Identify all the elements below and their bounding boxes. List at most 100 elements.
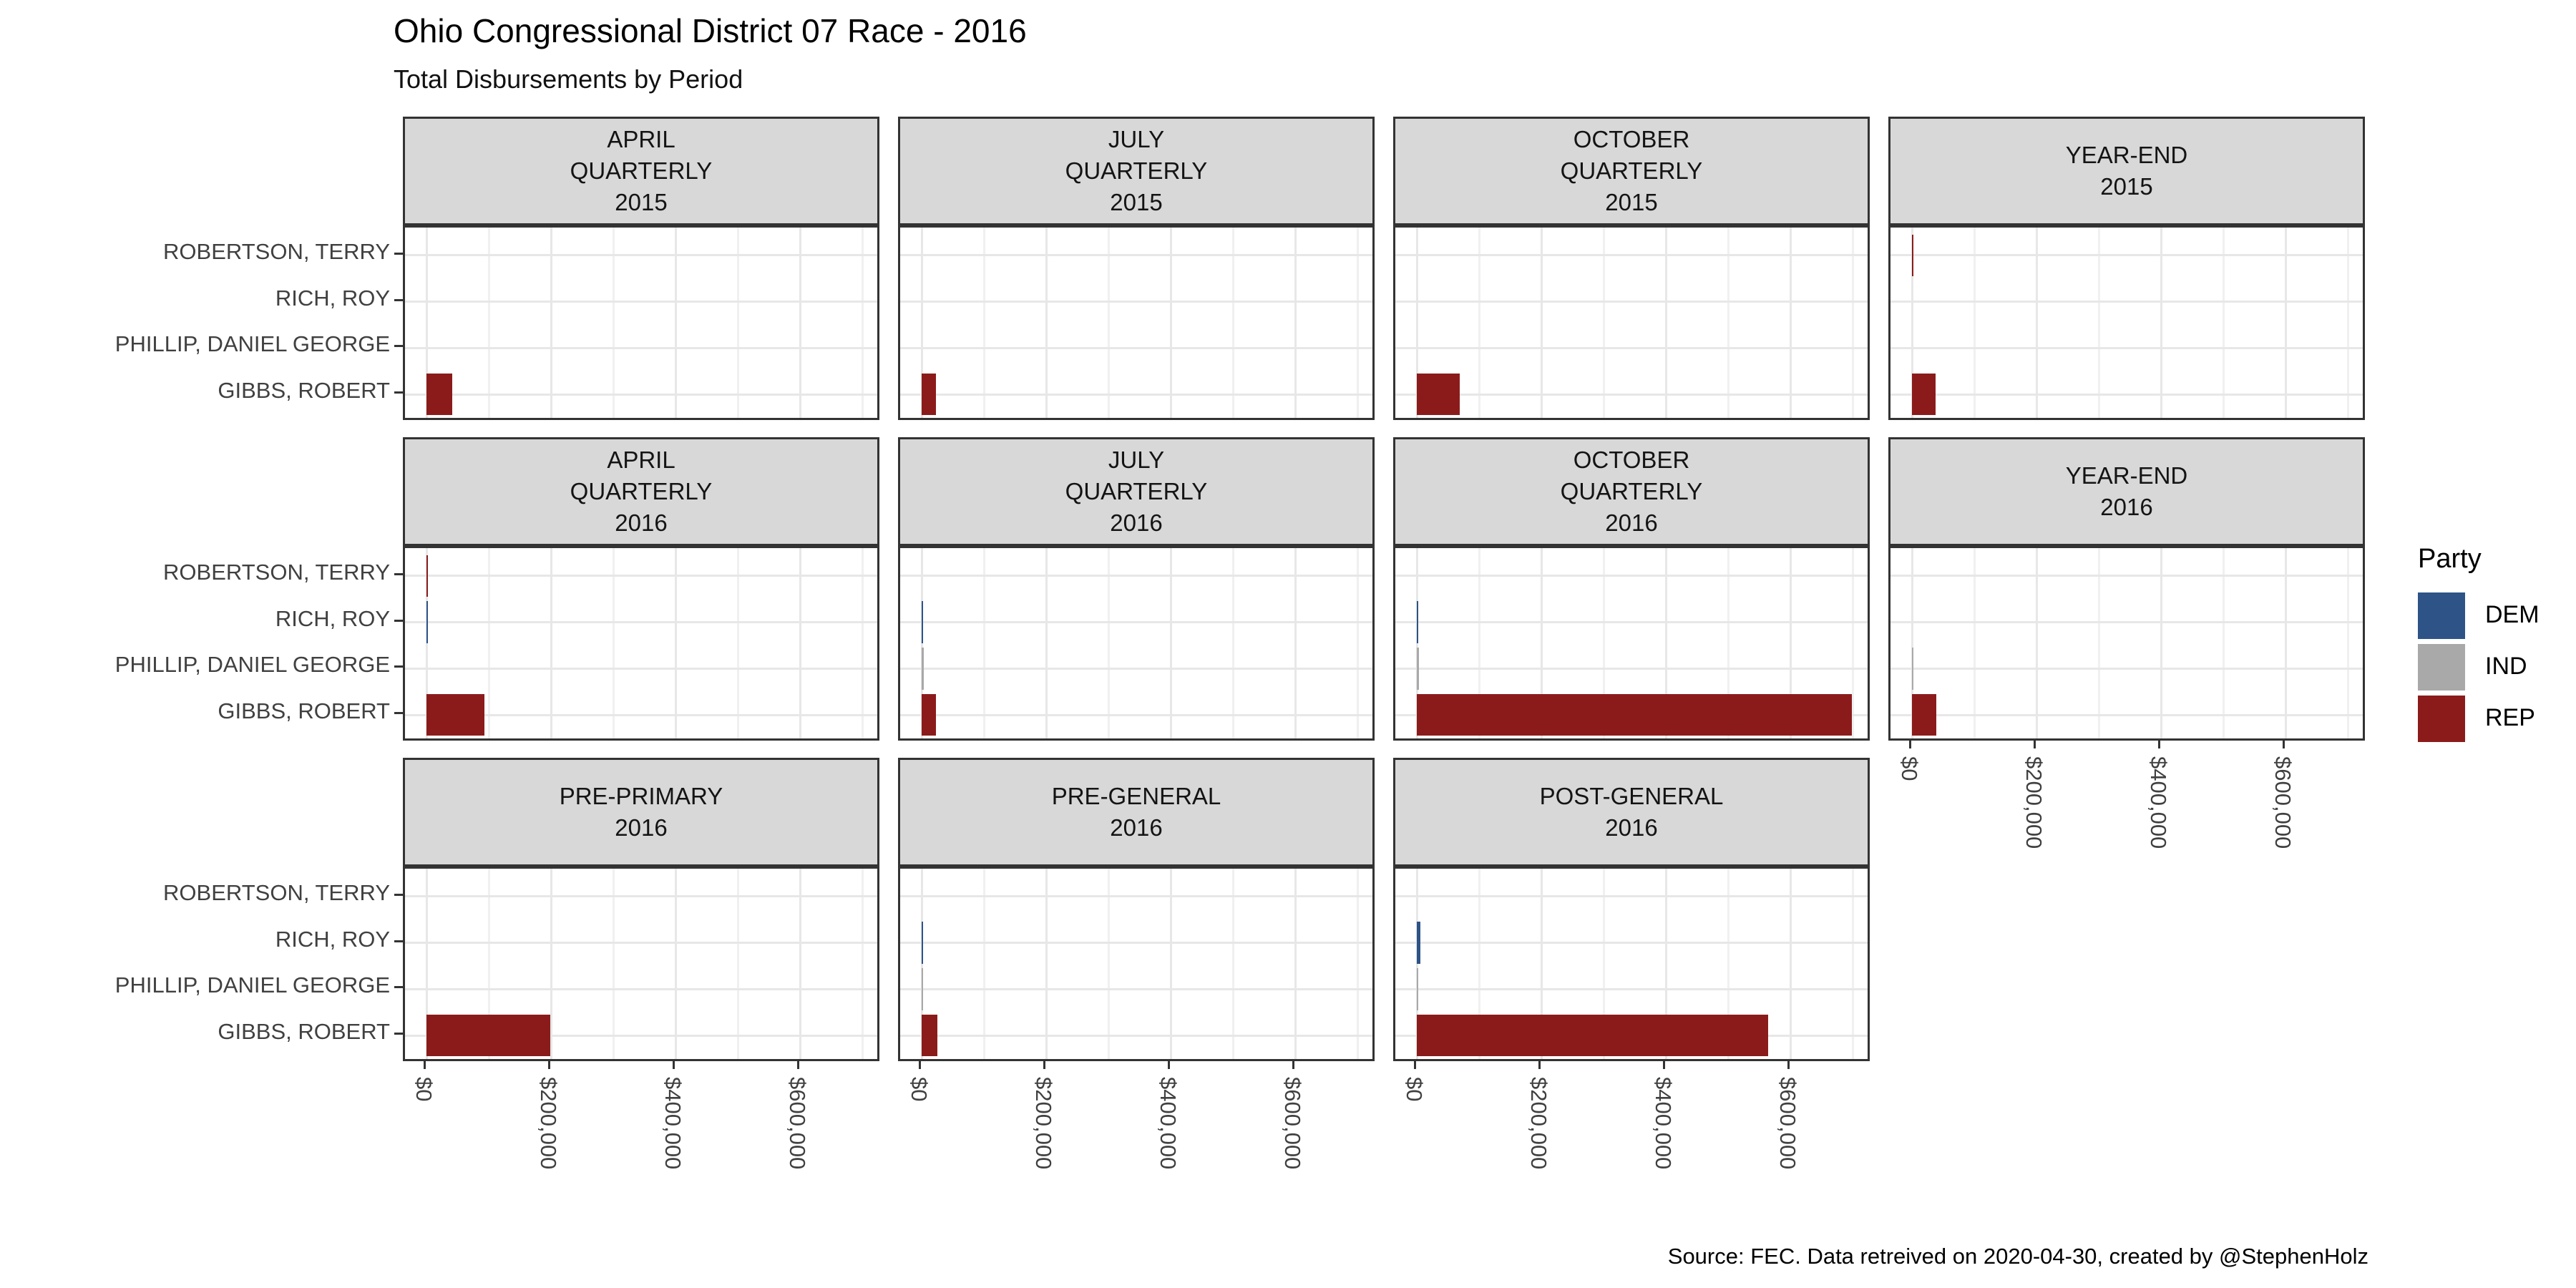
gridline <box>2035 548 2038 738</box>
gridline <box>612 228 615 418</box>
facet-strip: JULY QUARTERLY 2015 <box>898 117 1375 225</box>
gridline <box>612 869 615 1059</box>
gridline <box>1395 393 1868 396</box>
x-axis-label: $0 <box>907 1077 932 1102</box>
x-axis-tick <box>2157 741 2160 748</box>
gridline <box>2222 548 2225 738</box>
facet-strip: POST-GENERAL 2016 <box>1393 758 1870 867</box>
y-axis-tick <box>394 298 403 301</box>
gridline <box>2097 548 2100 738</box>
gridline <box>1789 869 1792 1059</box>
x-axis-label: $400,000 <box>1651 1077 1677 1170</box>
y-axis-label: PHILLIP, DANIEL GEORGE <box>114 972 390 998</box>
gridline <box>861 548 864 738</box>
gridline <box>736 869 739 1059</box>
facet-strip-label: 2016 <box>1605 509 1658 536</box>
x-axis-label: $600,000 <box>1280 1077 1306 1170</box>
bar <box>1912 374 1936 416</box>
facet-panel <box>1393 225 1870 420</box>
bar <box>922 1015 938 1057</box>
y-axis-tick <box>394 345 403 348</box>
y-axis-label: RICH, ROY <box>275 605 390 631</box>
bar <box>922 694 937 736</box>
facet-strip-label: JULY <box>1108 447 1165 473</box>
gridline <box>736 228 739 418</box>
gridline <box>1911 548 1913 738</box>
y-axis-label: ROBERTSON, TERRY <box>163 238 390 264</box>
gridline <box>1602 548 1605 738</box>
x-axis-tick <box>1538 1061 1541 1069</box>
gridline <box>1890 621 2363 624</box>
facet-strip-label: QUARTERLY <box>1560 478 1703 504</box>
gridline <box>1395 301 1868 303</box>
bar <box>922 922 924 964</box>
gridline <box>405 254 877 257</box>
facet-strip-label: APRIL <box>607 447 675 473</box>
gridline <box>1602 869 1605 1059</box>
facet-strip-label: 2016 <box>615 814 668 841</box>
gridline <box>405 895 877 898</box>
gridline <box>1045 228 1048 418</box>
gridline <box>1602 228 1605 418</box>
x-axis-label: $0 <box>1402 1077 1428 1102</box>
facet-strip-label: 2015 <box>2100 173 2153 200</box>
facet-strip: OCTOBER QUARTERLY 2015 <box>1393 117 1870 225</box>
x-axis-tick <box>1908 741 1911 748</box>
gridline <box>861 228 864 418</box>
bar <box>1417 968 1419 1010</box>
gridline <box>900 393 1372 396</box>
bar <box>426 1015 550 1057</box>
facet-strip-label: 2016 <box>1110 814 1163 841</box>
gridline <box>982 548 985 738</box>
facet-strip: PRE-GENERAL 2016 <box>898 758 1375 867</box>
facet-strip-label: 2015 <box>1110 189 1163 215</box>
gridline <box>425 869 428 1059</box>
gridline <box>1231 228 1234 418</box>
facet-strip: APRIL QUARTERLY 2015 <box>403 117 879 225</box>
gridline <box>900 301 1372 303</box>
gridline <box>1356 869 1359 1059</box>
y-axis-label: ROBERTSON, TERRY <box>163 879 390 905</box>
gridline <box>799 869 801 1059</box>
gridline <box>900 621 1372 624</box>
gridline <box>1540 869 1543 1059</box>
gridline <box>1107 869 1110 1059</box>
bar <box>426 555 429 597</box>
x-axis-tick <box>918 1061 921 1069</box>
x-axis-tick <box>423 1061 426 1069</box>
y-axis-label: PHILLIP, DANIEL GEORGE <box>114 652 390 678</box>
gridline <box>1890 301 2363 303</box>
bar <box>922 601 924 643</box>
gridline <box>1231 869 1234 1059</box>
gridline <box>1851 228 1854 418</box>
facet-strip-label: OCTOBER <box>1573 126 1690 152</box>
gridline <box>982 869 985 1059</box>
y-axis-label: GIBBS, ROBERT <box>218 698 390 724</box>
facet-strip: PRE-PRIMARY 2016 <box>403 758 879 867</box>
facet-panel <box>1393 546 1870 741</box>
x-axis-label: $600,000 <box>2270 756 2296 849</box>
facet-strip: APRIL QUARTERLY 2016 <box>403 437 879 546</box>
x-axis-tick <box>547 1061 550 1069</box>
facet-strip-label: 2016 <box>1605 814 1658 841</box>
legend: Party DEM IND REP <box>2418 544 2540 742</box>
facet-strip-label: 2015 <box>615 189 668 215</box>
gridline <box>2097 228 2100 418</box>
gridline <box>900 713 1372 716</box>
gridline <box>2160 548 2162 738</box>
x-axis-tick <box>2033 741 2036 748</box>
x-axis-tick <box>1662 1061 1665 1069</box>
gridline <box>674 548 677 738</box>
facet-panel <box>403 225 879 420</box>
x-axis-label: $400,000 <box>660 1077 686 1170</box>
facet-strip-label: PRE-GENERAL <box>1051 783 1221 809</box>
plot-subtitle: Total Disbursements by Period <box>394 64 743 94</box>
facet-strip: JULY QUARTERLY 2016 <box>898 437 1375 546</box>
y-axis-label: RICH, ROY <box>275 926 390 952</box>
gridline <box>920 869 923 1059</box>
x-axis-tick <box>1413 1061 1416 1069</box>
gridline <box>1890 713 2363 716</box>
facet-strip-label: APRIL <box>607 126 675 152</box>
y-axis-tick <box>394 252 403 255</box>
gridline <box>487 869 490 1059</box>
